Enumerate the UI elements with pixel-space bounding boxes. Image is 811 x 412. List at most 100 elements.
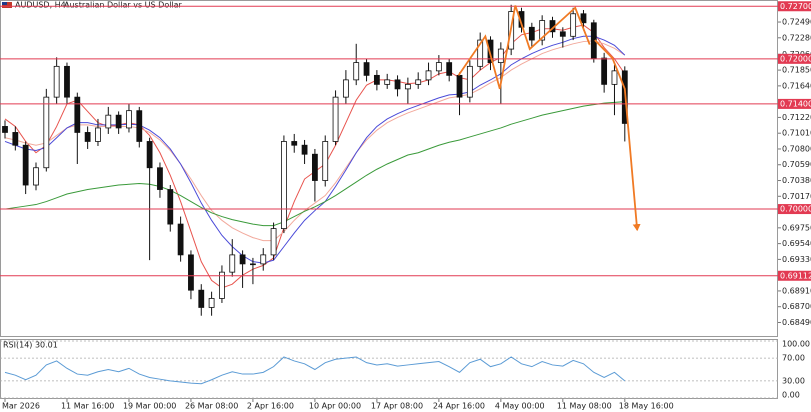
candle-body	[188, 254, 194, 291]
candle-body	[353, 62, 360, 81]
x-tick-label: 2 Apr 16:00	[247, 402, 294, 411]
x-tick-label: 24 Apr 16:00	[433, 402, 485, 411]
rsi-title: RSI(14) 30.01	[3, 341, 58, 350]
candle-body	[260, 254, 267, 265]
level-label-box	[778, 204, 811, 215]
x-tick-label: 4 May 00:00	[495, 402, 545, 411]
level-label: 0.71400	[780, 99, 811, 108]
x-tick-label: 17 Apr 08:00	[371, 402, 423, 411]
candle-body	[466, 65, 473, 98]
candle-body	[373, 74, 380, 85]
candle-body	[281, 141, 287, 229]
candle-body	[384, 79, 391, 85]
candle-body	[456, 74, 463, 98]
candle-body	[435, 62, 442, 72]
candle-body	[198, 289, 205, 308]
candle-body	[33, 167, 39, 186]
candle-body	[477, 39, 484, 67]
candle-body	[601, 57, 608, 85]
candle-body	[539, 20, 546, 41]
candle-body	[250, 263, 256, 266]
candle-body	[332, 96, 339, 142]
candle-body	[126, 110, 132, 129]
level-label-box	[778, 53, 811, 64]
candle-body	[559, 31, 566, 37]
level-label-box	[778, 270, 811, 281]
x-tick-label: 19 Mar 00:00	[123, 402, 176, 411]
candle-body	[167, 189, 174, 225]
y-tick-label: 100.00	[782, 340, 810, 349]
candle-body	[311, 153, 318, 181]
candle-body	[157, 167, 163, 190]
candle-body	[570, 13, 577, 37]
candle-body	[208, 298, 215, 308]
candle-body	[43, 96, 50, 169]
candle-body	[115, 114, 122, 129]
candle-body	[446, 62, 453, 76]
symbol-flag-canton	[2, 2, 7, 5]
x-tick-label: 18 May 16:00	[619, 402, 674, 411]
y-tick-label: 30.00	[782, 376, 805, 385]
level-label-box	[778, 98, 811, 109]
candle-body	[177, 223, 184, 256]
candle-body	[74, 96, 81, 133]
candle-body	[219, 271, 225, 299]
trend-drawing	[457, 5, 591, 90]
candle-body	[64, 65, 70, 98]
rsi-line	[4, 356, 626, 385]
y-tick-label: 0.00	[782, 391, 800, 400]
rsi-panel	[0, 339, 778, 399]
candle-body	[95, 127, 101, 142]
candle-body	[528, 26, 535, 41]
candle-body	[487, 39, 494, 63]
candle-body	[363, 62, 370, 76]
level-label: 0.70000	[780, 205, 811, 214]
moving-average	[4, 101, 625, 227]
candle-body	[425, 70, 432, 81]
candle-body	[497, 48, 504, 63]
candle-body	[270, 228, 277, 256]
candle-body	[53, 65, 60, 98]
candle-body	[229, 254, 236, 273]
candle-body	[301, 144, 308, 155]
candle-body	[322, 141, 329, 181]
trend-drawing	[594, 39, 641, 232]
candle-body	[146, 141, 153, 169]
candle-body	[22, 144, 29, 186]
x-tick-label: 10 Apr 00:00	[309, 402, 361, 411]
candle-body	[342, 79, 349, 98]
x-tick-label: Mar 2026	[2, 402, 40, 411]
x-tick-label: 11 Mar 16:00	[61, 402, 114, 411]
candle-body	[105, 114, 112, 129]
chart-subtitle: Australian Dollar vs US Dollar	[64, 1, 183, 10]
candle-body	[84, 132, 91, 142]
candle-body	[239, 254, 246, 265]
candle-body	[404, 83, 411, 90]
level-label: 0.72000	[780, 54, 811, 63]
chart-title: AUDUSD, H4:	[15, 1, 68, 10]
x-tick-label: 26 Mar 08:00	[185, 402, 238, 411]
candle-body	[12, 132, 19, 146]
level-label-box	[778, 1, 811, 12]
main-panel	[0, 0, 778, 337]
y-tick-label: 70.00	[782, 354, 805, 363]
candle-body	[291, 141, 298, 146]
level-label: 0.69112	[780, 271, 811, 280]
candle-body	[394, 79, 401, 90]
candle-body	[415, 79, 422, 85]
